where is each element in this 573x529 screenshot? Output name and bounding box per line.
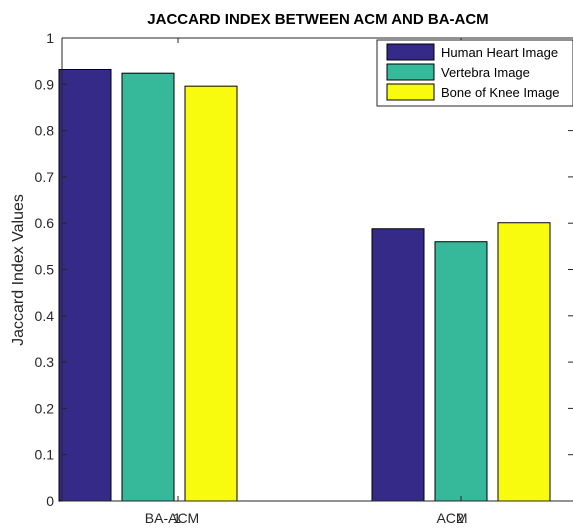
legend-entry-1: Vertebra Image <box>441 65 530 80</box>
bar-0-1 <box>121 72 175 502</box>
legend-entry-0: Human Heart Image <box>441 45 558 60</box>
y-tick-label-7: 0.7 <box>35 169 55 185</box>
bars-group <box>58 68 551 502</box>
y-axis-label: Jaccard Index Values <box>10 194 27 346</box>
y-tick-label-9: 0.9 <box>35 76 55 92</box>
y-tick-label-4: 0.4 <box>35 308 55 324</box>
legend-entry-2: Bone of Knee Image <box>441 85 560 100</box>
x-tick-number-1: 2 <box>456 510 464 526</box>
legend-swatch-1 <box>386 63 435 81</box>
y-tick-label-0: 0 <box>46 493 54 509</box>
x-category-label-0: BA-ACM <box>145 510 199 526</box>
legend: Human Heart Image Vertebra Image Bone of K… <box>376 39 573 107</box>
y-tick-label-6: 0.6 <box>35 215 55 231</box>
y-tick-label-8: 0.8 <box>35 123 55 139</box>
y-axis: 0 0.1 0.2 0.3 0.4 0.5 0.6 0.7 0.8 0.9 1 <box>35 30 573 509</box>
y-tick-label-5: 0.5 <box>35 262 55 278</box>
bar-0-0 <box>58 68 112 502</box>
y-tick-label-1: 0.1 <box>35 447 55 463</box>
bar-1-2 <box>497 222 551 502</box>
legend-swatch-0 <box>386 43 435 61</box>
chart-title: JACCARD INDEX BETWEEN ACM AND BA-ACM <box>147 11 488 28</box>
bar-0-2 <box>184 85 238 502</box>
x-tick-number-0: 1 <box>173 510 181 526</box>
bar-1-1 <box>434 241 488 502</box>
x-category-label-1: ACM <box>436 510 467 526</box>
legend-swatch-2 <box>386 83 435 101</box>
bar-1-0 <box>371 228 425 502</box>
y-tick-label-10: 1 <box>46 30 54 46</box>
y-tick-label-2: 0.2 <box>35 400 55 416</box>
y-tick-label-3: 0.3 <box>35 354 55 370</box>
